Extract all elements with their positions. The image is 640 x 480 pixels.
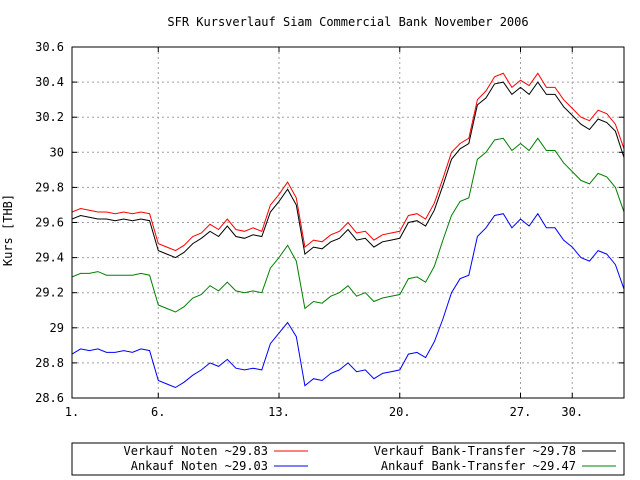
y-tick-label: 30 bbox=[50, 145, 64, 159]
y-tick-label: 29 bbox=[50, 321, 64, 335]
chart-title: SFR Kursverlauf Siam Commercial Bank Nov… bbox=[167, 15, 528, 29]
series-layer bbox=[72, 72, 624, 389]
y-axis-label: Kurs [THB] bbox=[1, 194, 15, 266]
legend-label: Verkauf Noten ~29.83 bbox=[124, 444, 269, 458]
x-tick-label: 27. bbox=[510, 405, 532, 419]
x-tick-label: 20. bbox=[389, 405, 411, 419]
y-tick-label: 28.8 bbox=[35, 356, 64, 370]
y-tick-label: 28.6 bbox=[35, 391, 64, 405]
series-line-2 bbox=[72, 212, 624, 389]
y-tick-label: 30.6 bbox=[35, 40, 64, 54]
series-line-1 bbox=[72, 72, 624, 252]
legend-label: Ankauf Noten ~29.03 bbox=[131, 459, 268, 473]
x-tick-label: 30. bbox=[561, 405, 583, 419]
y-tick-label: 29.4 bbox=[35, 251, 64, 265]
legend-label: Ankauf Bank-Transfer ~29.47 bbox=[381, 459, 576, 473]
x-tick-label: 1. bbox=[65, 405, 79, 419]
y-tick-label: 30.2 bbox=[35, 110, 64, 124]
y-tick-label: 29.8 bbox=[35, 180, 64, 194]
y-tick-label: 29.6 bbox=[35, 216, 64, 230]
series-line-4 bbox=[72, 137, 624, 313]
legend-label: Verkauf Bank-Transfer ~29.78 bbox=[374, 444, 576, 458]
axis-ticks: 28.628.82929.229.429.629.83030.230.430.6… bbox=[35, 40, 624, 419]
series-line-3 bbox=[72, 81, 624, 259]
x-tick-label: 6. bbox=[151, 405, 165, 419]
legend-box bbox=[71, 442, 625, 476]
y-tick-label: 30.4 bbox=[35, 75, 64, 89]
y-tick-label: 29.2 bbox=[35, 286, 64, 300]
x-tick-label: 13. bbox=[268, 405, 290, 419]
